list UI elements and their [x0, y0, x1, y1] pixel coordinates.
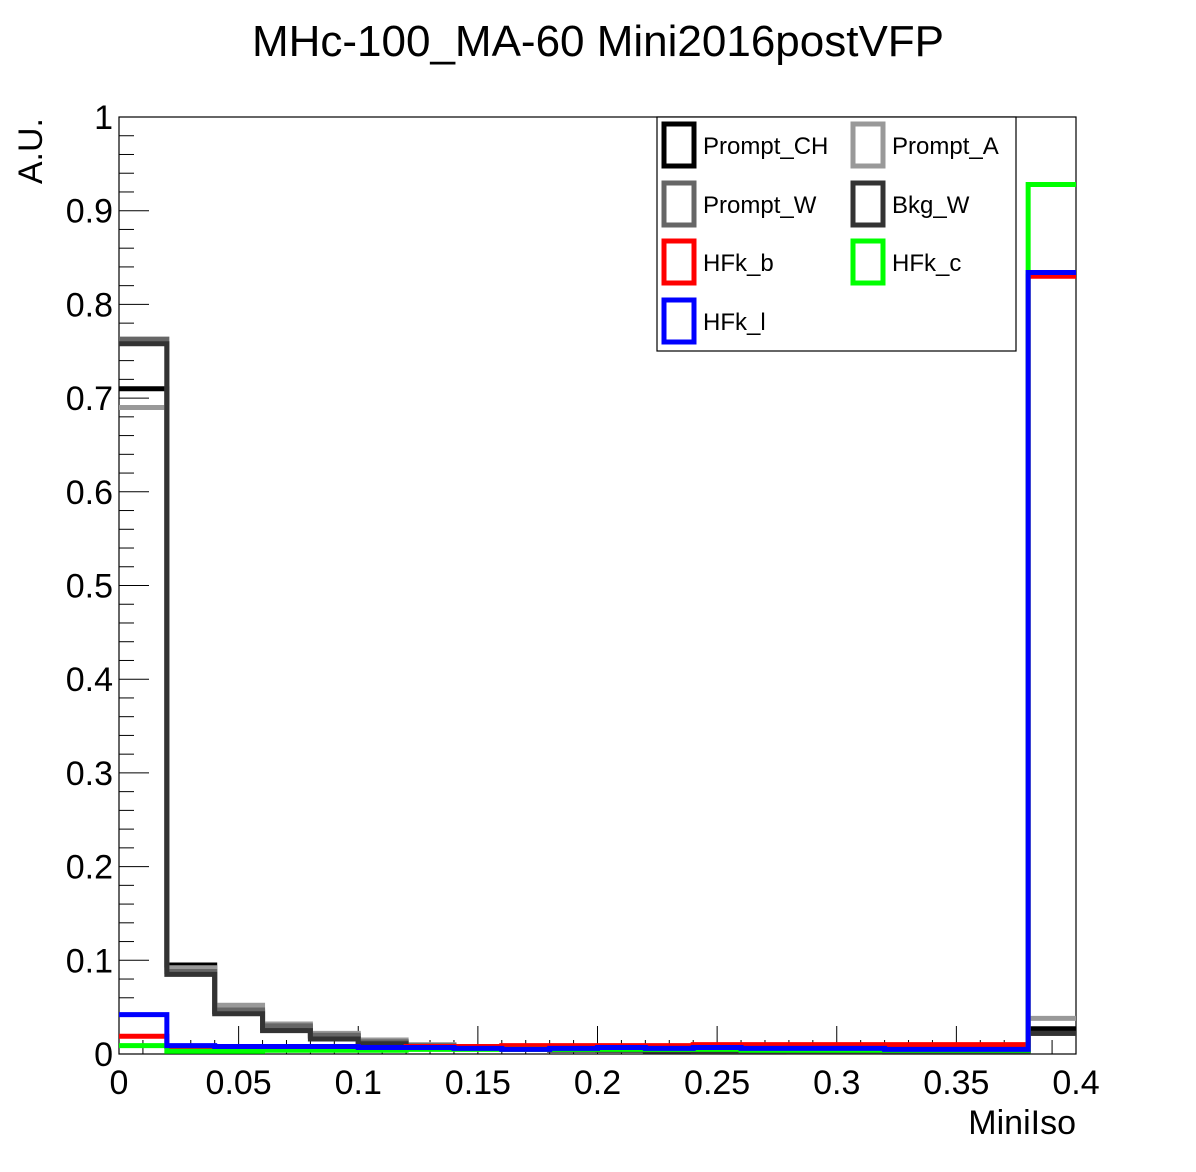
legend-swatch-prompt-ch: [661, 121, 697, 169]
legend-swatch-hfk-b: [661, 238, 697, 286]
x-tick-label: 0.05: [206, 1064, 272, 1102]
y-tick-label: 0.8: [66, 286, 113, 324]
y-tick-label: 0.3: [66, 755, 113, 793]
y-tick-label: 1: [94, 99, 113, 137]
legend-swatch-prompt-w: [661, 180, 697, 228]
legend-label-hfk-b: HFk_b: [703, 250, 774, 277]
y-tick-label: 0.4: [66, 661, 113, 699]
y-tick-label: 0.5: [66, 568, 113, 606]
legend: Prompt_CH Prompt_A Prompt_W Bkg_W HFk_b HFk_c…: [656, 116, 1017, 352]
y-tick-label: 0.6: [66, 474, 113, 512]
y-axis: 0 0.1 0.2 0.3 0.4 0.5 0.6 0.7 0.8 0.9 1: [66, 99, 149, 1074]
x-tick-label: 0.3: [813, 1064, 860, 1102]
legend-swatch-bkg-w: [850, 180, 886, 228]
y-tick-label: 0: [94, 1036, 113, 1074]
histogram-series: [119, 181, 1076, 1055]
legend-label-prompt-a: Prompt_A: [892, 133, 999, 160]
series-line-hfk-l: [119, 270, 1076, 1052]
legend-swatch-prompt-a: [850, 121, 886, 169]
x-tick-label: 0.1: [335, 1064, 382, 1102]
legend-swatch-hfk-c: [850, 238, 886, 286]
y-tick-label: 0.7: [66, 380, 113, 418]
x-axis-label: MiniIso: [968, 1104, 1076, 1142]
legend-box: [656, 116, 1017, 352]
x-tick-label: 0.4: [1052, 1064, 1099, 1102]
x-tick-label: 0.15: [445, 1064, 511, 1102]
legend-label-prompt-w: Prompt_W: [703, 192, 817, 219]
x-tick-label: 0.25: [684, 1064, 750, 1102]
x-tick-label: 0.2: [574, 1064, 621, 1102]
y-axis-label: A.U.: [12, 118, 50, 184]
legend-label-bkg-w: Bkg_W: [892, 192, 970, 219]
legend-label-hfk-l: HFk_l: [703, 309, 766, 336]
x-tick-label: 0.35: [923, 1064, 989, 1102]
legend-swatch-hfk-l: [661, 297, 697, 345]
y-tick-label: 0.9: [66, 193, 113, 231]
x-tick-label: 0: [110, 1064, 129, 1102]
legend-label-hfk-c: HFk_c: [892, 250, 961, 277]
y-tick-label: 0.2: [66, 849, 113, 887]
legend-label-prompt-ch: Prompt_CH: [703, 133, 828, 160]
chart-title: MHc-100_MA-60 Mini2016postVFP: [252, 17, 944, 66]
y-tick-label: 0.1: [66, 942, 113, 980]
